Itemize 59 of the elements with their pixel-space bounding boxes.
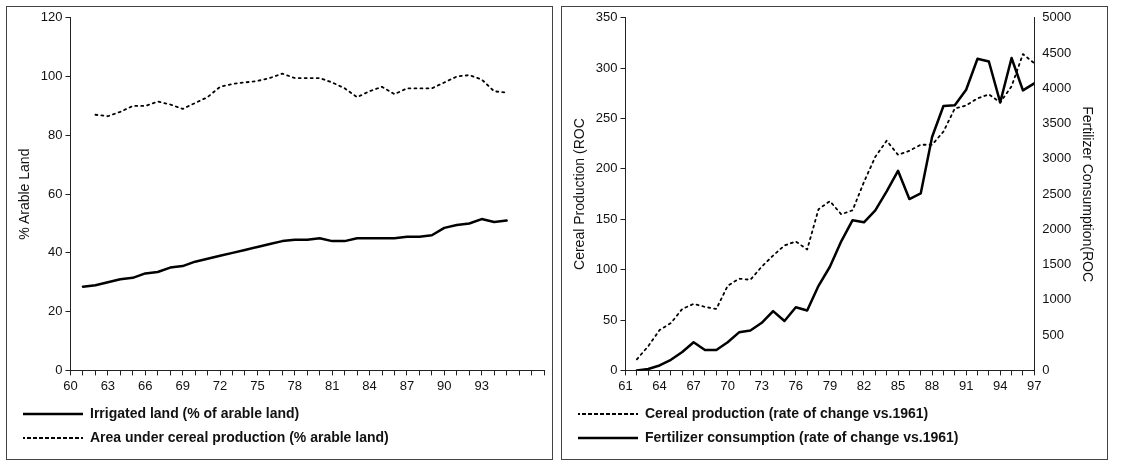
x-tick-label: 94 <box>992 377 1008 393</box>
y2-axis-title: Fertilizer Consumption(ROC <box>1079 106 1096 283</box>
y-tick-label: 20 <box>48 303 63 319</box>
legend-label: Fertilizer consumption (rate of change vs.1961) <box>645 428 959 445</box>
y-tick-label: 50 <box>603 311 618 327</box>
y2-tick-label: 1000 <box>1042 291 1072 307</box>
y2-tick-label: 500 <box>1042 326 1064 342</box>
x-tick-label: 63 <box>100 377 116 393</box>
y-tick-label: 0 <box>55 361 63 377</box>
y-tick-label: 0 <box>610 361 618 377</box>
y-tick-label: 150 <box>595 210 618 226</box>
line-series <box>94 72 508 118</box>
legend-label: Area under cereal production (% arable land) <box>90 428 389 445</box>
x-tick-label: 91 <box>958 377 974 393</box>
y2-tick-label: 5000 <box>1042 9 1072 25</box>
y2-tick-label: 4000 <box>1042 79 1072 95</box>
x-tick-label: 84 <box>362 377 377 393</box>
x-tick-label: 72 <box>212 377 228 393</box>
x-tick-label: 70 <box>720 377 735 393</box>
y2-tick-label: 1500 <box>1042 256 1072 272</box>
x-tick-label: 93 <box>474 377 489 393</box>
y2-tick-label: 0 <box>1042 361 1050 377</box>
y-axis-title: % Arable Land <box>16 148 33 240</box>
y-tick-label: 60 <box>48 185 63 201</box>
x-tick-label: 82 <box>856 377 872 393</box>
y-tick-label: 200 <box>595 160 618 176</box>
x-tick-label: 78 <box>287 377 303 393</box>
x-tick-label: 90 <box>437 377 452 393</box>
x-tick-label: 75 <box>250 377 265 393</box>
x-tick-label: 73 <box>754 377 769 393</box>
y-tick-label: 100 <box>595 261 618 277</box>
x-tick-label: 60 <box>63 377 78 393</box>
y-axis-title: Cereal Production (ROC <box>571 118 588 270</box>
x-tick-label: 81 <box>324 377 340 393</box>
y2-tick-label: 2500 <box>1042 185 1072 201</box>
x-tick-label: 69 <box>175 377 190 393</box>
x-tick-label: 76 <box>788 377 804 393</box>
y2-tick-label: 3500 <box>1042 115 1072 131</box>
x-tick-label: 85 <box>890 377 906 393</box>
y-tick-label: 250 <box>595 110 618 126</box>
legend-label: Cereal production (rate of change vs.1961) <box>645 404 929 421</box>
y-tick-label: 100 <box>40 68 63 84</box>
x-tick-label: 64 <box>652 377 667 393</box>
y2-tick-label: 3000 <box>1042 150 1072 166</box>
y-tick-label: 350 <box>595 9 618 25</box>
x-tick-label: 87 <box>399 377 415 393</box>
x-tick-label: 88 <box>924 377 940 393</box>
x-tick-label: 67 <box>686 377 701 393</box>
y2-tick-label: 4500 <box>1042 44 1072 60</box>
x-tick-label: 79 <box>822 377 838 393</box>
x-tick-label: 66 <box>138 377 153 393</box>
y-tick-label: 120 <box>40 9 63 25</box>
x-tick-label: 97 <box>1027 377 1042 393</box>
x-tick-label: 61 <box>618 377 633 393</box>
y-tick-label: 300 <box>595 59 618 75</box>
legend-label: Irrigated land (% of arable land) <box>90 404 300 421</box>
y-tick-label: 40 <box>48 244 63 260</box>
y-tick-label: 80 <box>48 126 63 142</box>
y2-tick-label: 2000 <box>1042 220 1072 236</box>
